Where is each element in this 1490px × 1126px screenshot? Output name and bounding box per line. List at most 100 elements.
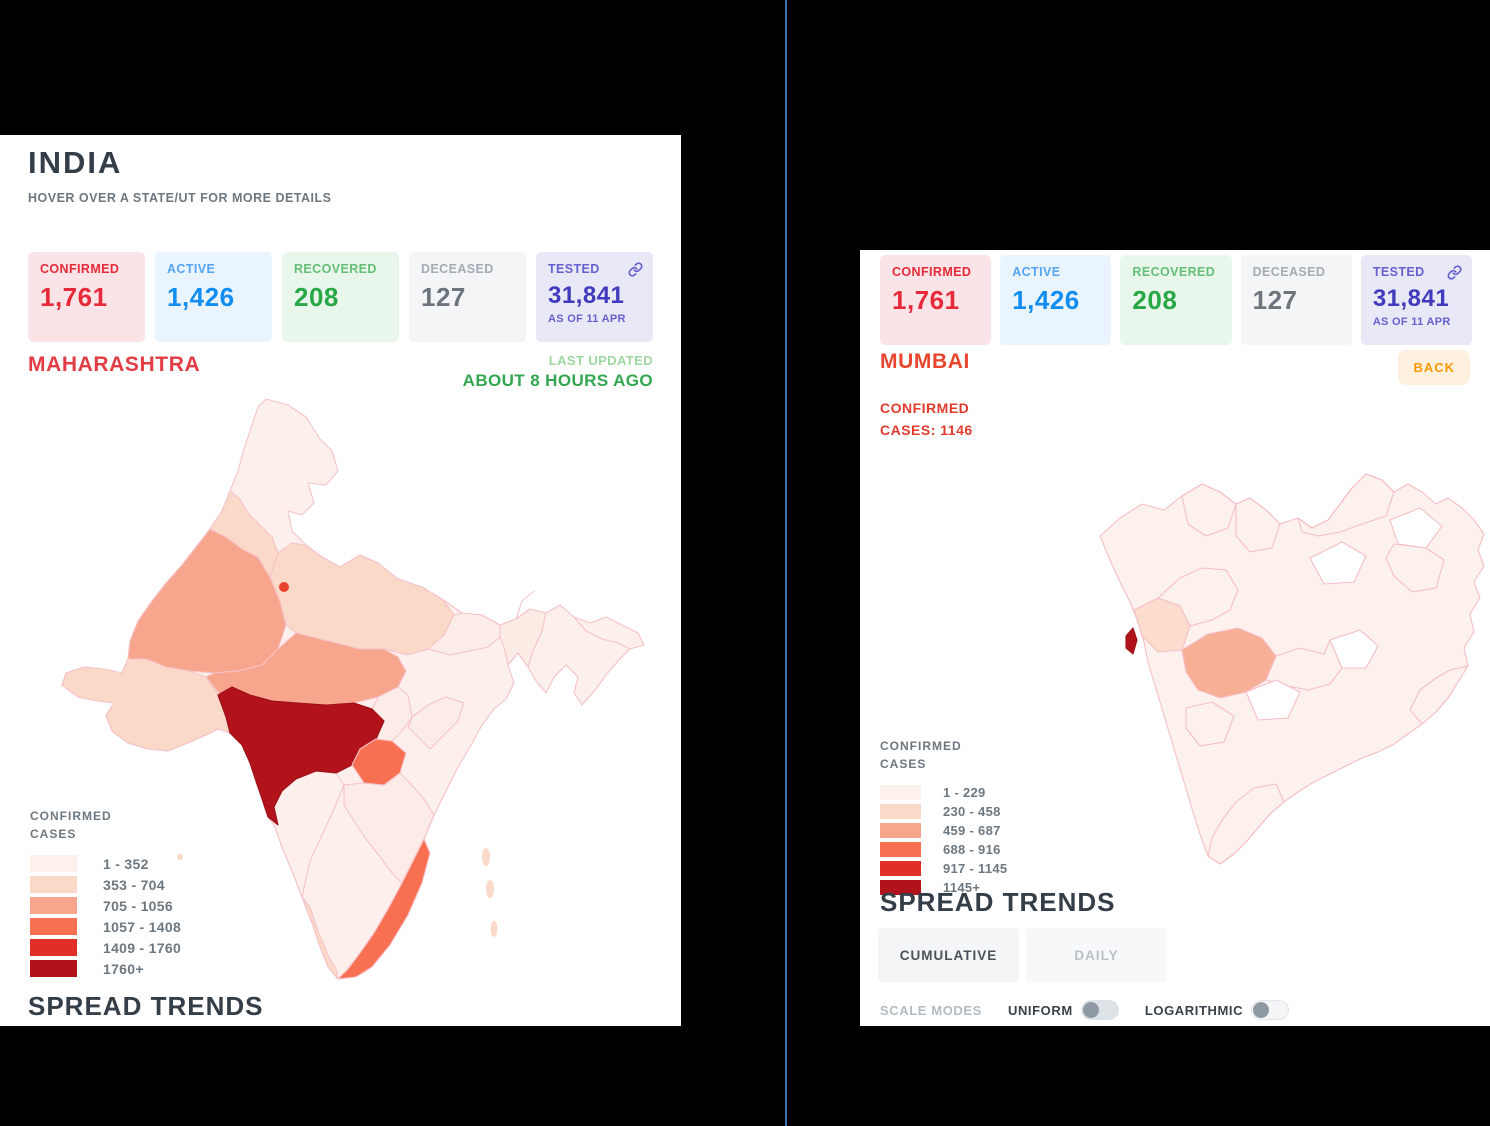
map-district (1409, 665, 1469, 725)
stat-label: TESTED (548, 262, 600, 276)
stat-card-tested[interactable]: TESTED 31,841 AS OF 11 APR (536, 252, 653, 342)
legend-item: 1760+ (30, 960, 181, 977)
region-row: MUMBAI BACK (880, 350, 1470, 385)
legend-swatch (880, 842, 921, 857)
map-andaman (482, 848, 490, 866)
legend-swatch (880, 880, 921, 895)
page-subtitle: HOVER OVER A STATE/UT FOR MORE DETAILS (28, 191, 332, 205)
legend-swatch (880, 861, 921, 876)
legend-item: 1145+ (880, 880, 1007, 895)
spread-trends-heading: SPREAD TRENDS (880, 887, 1116, 917)
stat-label: RECOVERED (294, 262, 377, 276)
legend-swatch (30, 960, 77, 977)
stat-card-active[interactable]: ACTIVE 1,426 (155, 252, 272, 342)
map-district (1309, 541, 1367, 585)
spread-trends-heading: SPREAD TRENDS (28, 991, 264, 1021)
stat-value: 1,761 (40, 282, 108, 312)
stat-value: 127 (1252, 285, 1298, 315)
stat-card-active[interactable]: ACTIVE 1,426 (1000, 255, 1112, 345)
map-lakshadweep (177, 854, 183, 860)
stats-row: CONFIRMED 1,761 ACTIVE 1,426 RECOVERED 2… (880, 255, 1473, 345)
stat-label: DECEASED (1252, 265, 1326, 279)
stat-value: 208 (1132, 285, 1178, 315)
stat-note: AS OF 11 APR (1372, 316, 1451, 328)
stat-value: 1,761 (892, 285, 960, 315)
map-andaman (486, 880, 494, 898)
back-button[interactable]: BACK (1398, 350, 1470, 385)
uniform-toggle[interactable] (1080, 1000, 1119, 1020)
map-state-telangana (351, 738, 407, 786)
stat-label: CONFIRMED (40, 262, 120, 276)
link-icon[interactable] (1447, 265, 1462, 285)
page-title: INDIA (28, 145, 123, 180)
legend-item: 353 - 704 (30, 876, 181, 893)
selected-region-label: MAHARASHTRA (28, 353, 201, 376)
region-row: MAHARASHTRA LAST UPDATED ABOUT 8 HOURS A… (28, 353, 653, 391)
map-district-pune (1181, 627, 1277, 699)
legend-swatch (880, 785, 921, 800)
legend-swatch (30, 918, 77, 935)
toggle-knob (1082, 1002, 1099, 1018)
legend-swatch (880, 823, 921, 838)
stat-label: RECOVERED (1132, 265, 1216, 279)
stat-value: 1,426 (1012, 285, 1080, 315)
stat-card-confirmed[interactable]: CONFIRMED 1,761 (28, 252, 145, 342)
legend-swatch (30, 939, 77, 956)
stat-label: TESTED (1372, 265, 1425, 279)
legend-swatch (880, 804, 921, 819)
map-state-punjab (209, 490, 279, 578)
legend-item: 688 - 916 (880, 842, 1007, 857)
legend-title: CONFIRMED CASES (880, 739, 962, 771)
stat-value: 31,841 (548, 282, 625, 309)
legend-item: 1 - 229 (880, 785, 1007, 800)
tab-daily[interactable]: DAILY (1026, 928, 1167, 982)
last-updated-value: ABOUT 8 HOURS AGO (462, 371, 653, 390)
scale-modes-label: SCALE MODES (880, 1002, 982, 1018)
stat-value: 31,841 (1372, 285, 1450, 312)
india-panel: INDIA HOVER OVER A STATE/UT FOR MORE DET… (0, 135, 681, 1026)
map-district (1235, 497, 1281, 553)
legend-swatch (30, 897, 77, 914)
legend-item: 1057 - 1408 (30, 918, 181, 935)
stat-value: 1,426 (167, 282, 235, 312)
map-district (1245, 679, 1301, 721)
stat-label: DECEASED (421, 262, 494, 276)
stat-card-deceased[interactable]: DECEASED 127 (409, 252, 526, 342)
toggle-knob (1253, 1002, 1270, 1018)
legend-title: CONFIRMED CASES (30, 809, 112, 841)
state-panel: CONFIRMED 1,761 ACTIVE 1,426 RECOVERED 2… (860, 250, 1490, 1026)
map-state-kerala (301, 896, 339, 980)
tab-cumulative[interactable]: CUMULATIVE (878, 928, 1019, 982)
legend-item: 705 - 1056 (30, 897, 181, 914)
maharashtra-map[interactable] (950, 440, 1490, 870)
stat-card-tested[interactable]: TESTED 31,841 AS OF 11 APR (1360, 255, 1473, 345)
logarithmic-toggle[interactable] (1251, 1000, 1290, 1020)
map-district (1181, 483, 1237, 537)
stat-card-deceased[interactable]: DECEASED 127 (1240, 255, 1352, 345)
stat-label: ACTIVE (1012, 265, 1061, 279)
panel-divider (785, 0, 787, 1126)
stat-value: 208 (294, 282, 339, 312)
map-district (1185, 701, 1235, 747)
stat-card-recovered[interactable]: RECOVERED 208 (1120, 255, 1232, 345)
selected-district-label: MUMBAI (880, 350, 970, 373)
legend-item: 917 - 1145 (880, 861, 1007, 876)
stat-card-recovered[interactable]: RECOVERED 208 (282, 252, 399, 342)
scale-modes-row: SCALE MODES UNIFORM LOGARITHMIC (880, 1000, 1290, 1020)
link-icon[interactable] (628, 262, 643, 282)
scale-option-uniform: UNIFORM (1008, 1000, 1119, 1020)
stat-card-confirmed[interactable]: CONFIRMED 1,761 (880, 255, 992, 345)
legend-item: 1409 - 1760 (30, 939, 181, 956)
stat-label: ACTIVE (167, 262, 216, 276)
stat-value: 127 (421, 282, 466, 312)
map-legend: CONFIRMED CASES 1 - 229 230 - 458 459 - … (880, 737, 1007, 899)
legend-swatch (30, 855, 77, 872)
stats-row: CONFIRMED 1,761 ACTIVE 1,426 RECOVERED 2… (28, 252, 653, 342)
map-district-mumbai (1125, 627, 1138, 655)
map-district-thane (1133, 597, 1191, 653)
last-updated-label: LAST UPDATED (548, 353, 653, 368)
india-map[interactable] (30, 387, 650, 987)
stat-note: AS OF 11 APR (548, 313, 626, 325)
stat-label: CONFIRMED (892, 265, 972, 279)
